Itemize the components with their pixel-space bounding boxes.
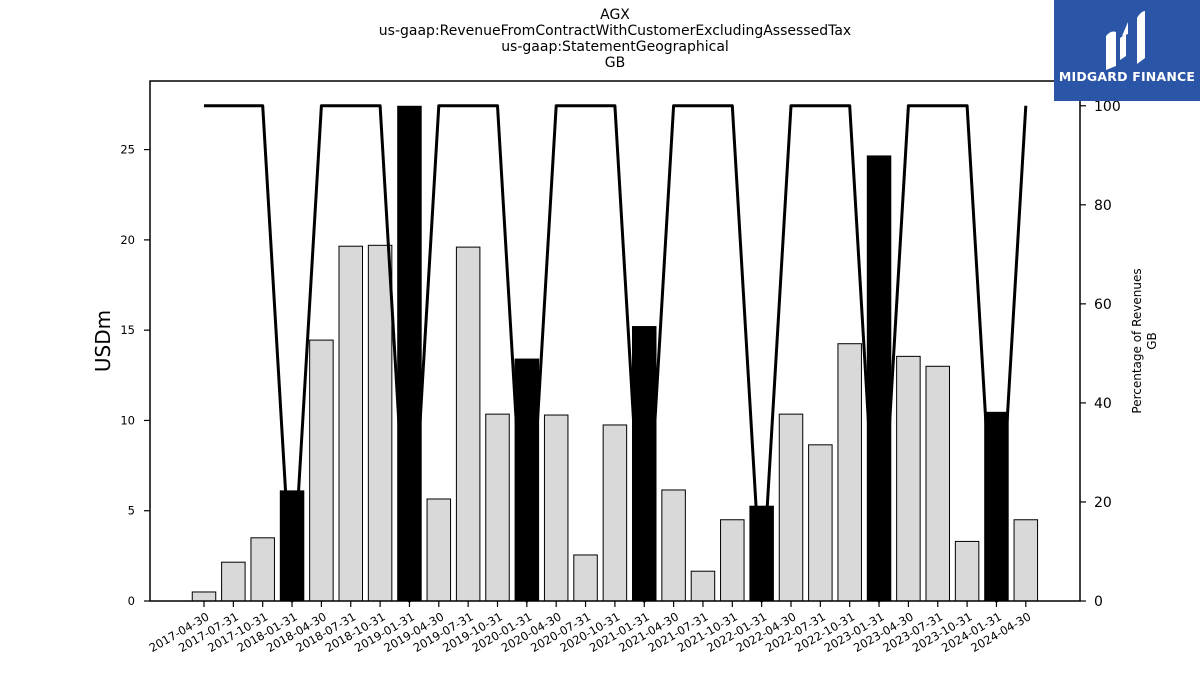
bar-2022-07-31 <box>808 444 833 602</box>
bar-2019-07-31 <box>455 246 481 602</box>
right-y-axis: 0 20 40 60 80 100 <box>1080 99 1121 610</box>
bar-2023-07-31 <box>925 365 950 602</box>
bar-series <box>191 105 1039 602</box>
y2-tick-label: 60 <box>1094 297 1112 313</box>
x-axis: 2017-04-302017-07-312017-10-312018-01-31… <box>147 601 1033 655</box>
y2-tick-label: 0 <box>1094 594 1103 610</box>
left-y-axis: 0 5 10 15 20 25 <box>120 143 150 608</box>
y-tick-label: 20 <box>120 233 135 247</box>
bar-2020-10-31 <box>602 424 628 602</box>
chart-title-line-1: AGX <box>600 7 630 23</box>
midgard-finance-logo: MIDGARD FINANCE <box>1054 0 1200 101</box>
y-axis-label: USDm <box>91 310 115 372</box>
y2-tick-label: 100 <box>1094 99 1121 115</box>
bar-2018-10-31 <box>367 244 393 602</box>
y2-tick-label: 80 <box>1094 198 1112 214</box>
y2-tick-label: 20 <box>1094 495 1112 511</box>
chart-title-line-2: us-gaap:RevenueFromContractWithCustomerE… <box>378 23 852 39</box>
bar-2018-04-30 <box>309 339 334 602</box>
bar-2022-04-30 <box>778 413 804 602</box>
logo-text: MIDGARD FINANCE <box>1058 69 1196 84</box>
bar-2020-07-31 <box>573 554 598 602</box>
bar-2019-04-30 <box>426 498 452 602</box>
percentage-line-series <box>204 104 1028 603</box>
bar-2019-01-31 <box>397 105 422 602</box>
bar-2023-04-30 <box>896 355 921 602</box>
logo-mark-icon <box>1106 11 1145 70</box>
y-tick-label: 10 <box>120 413 135 427</box>
bar-2020-04-30 <box>543 414 569 602</box>
bar-2017-10-31 <box>250 537 275 602</box>
y-tick-label: 0 <box>128 594 135 608</box>
chart-title-line-4: GB <box>604 55 626 71</box>
bar-2023-01-31 <box>866 155 892 602</box>
y2-axis-label-line-1: Percentage of Revenues <box>1130 268 1144 413</box>
bar-2021-04-30 <box>661 489 686 602</box>
bar-2021-10-31 <box>720 519 745 602</box>
chart-title-line-3: us-gaap:StatementGeographical <box>501 39 729 55</box>
bar-2023-10-31 <box>954 540 980 602</box>
bar-2017-04-30 <box>191 591 217 602</box>
percentage-line <box>204 104 1028 603</box>
y2-axis-label-line-2: GB <box>1145 332 1159 350</box>
bar-2021-07-31 <box>690 570 716 602</box>
y-tick-label: 5 <box>128 504 135 518</box>
bar-2019-10-31 <box>485 413 510 602</box>
bar-2024-04-30 <box>1013 519 1039 602</box>
bar-2018-07-31 <box>338 245 363 602</box>
bar-2017-07-31 <box>221 561 246 602</box>
bar-2022-10-31 <box>837 343 862 602</box>
y-tick-label: 25 <box>120 143 135 157</box>
y-tick-label: 15 <box>120 323 135 337</box>
y2-tick-label: 40 <box>1094 396 1112 412</box>
